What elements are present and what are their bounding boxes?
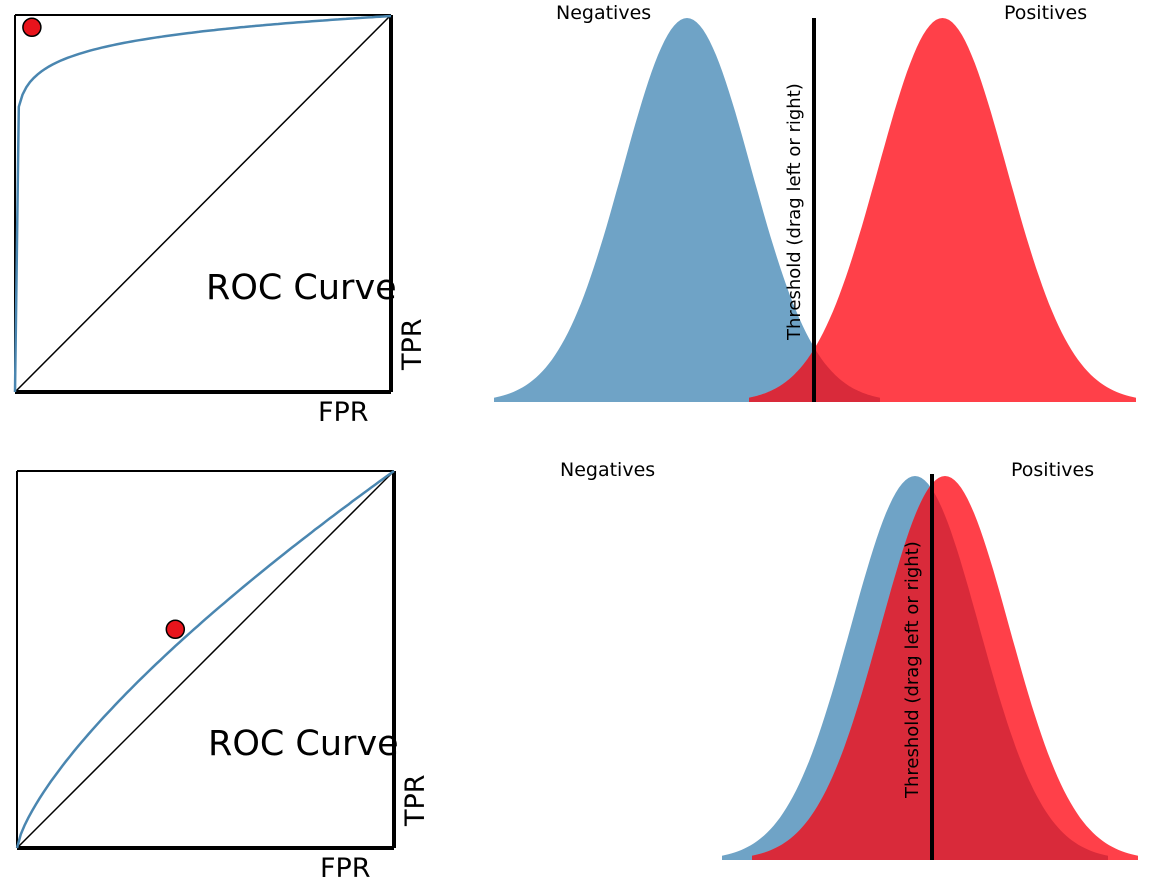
roc-y-label: TPR bbox=[397, 318, 428, 371]
distribution-plot-1: Negatives Positives Threshold (drag left… bbox=[494, 2, 1136, 402]
roc-diagonal bbox=[14, 14, 392, 393]
positives-distribution bbox=[749, 18, 1136, 402]
roc-title: ROC Curve bbox=[206, 268, 397, 308]
roc-curve bbox=[15, 469, 395, 849]
roc-x-label: FPR bbox=[320, 853, 371, 884]
roc-x-label: FPR bbox=[318, 397, 369, 428]
negatives-distribution bbox=[494, 18, 880, 402]
positives-label: Positives bbox=[1011, 459, 1094, 481]
operating-point[interactable] bbox=[165, 619, 186, 640]
threshold-label: Threshold (drag left or right) bbox=[902, 541, 923, 799]
positives-label: Positives bbox=[1004, 2, 1087, 24]
roc-curve bbox=[13, 14, 392, 393]
roc-y-label: TPR bbox=[400, 774, 431, 827]
threshold-label: Threshold (drag left or right) bbox=[784, 83, 805, 341]
roc-plot-2: ROC Curve TPR FPR bbox=[15, 469, 431, 884]
operating-point[interactable] bbox=[22, 17, 42, 38]
negatives-label: Negatives bbox=[556, 2, 651, 24]
distribution-plot-2: Negatives Positives Threshold (drag left… bbox=[560, 459, 1138, 860]
roc-plot-1: ROC Curve TPR FPR bbox=[13, 14, 428, 428]
roc-title: ROC Curve bbox=[208, 724, 399, 764]
panel-2: ROC Curve TPR FPR Negatives Positives Th… bbox=[15, 459, 1138, 884]
roc-diagonal bbox=[16, 470, 395, 849]
panel-1: ROC Curve TPR FPR Negatives Positives Th… bbox=[13, 2, 1136, 428]
negatives-label: Negatives bbox=[560, 459, 655, 481]
